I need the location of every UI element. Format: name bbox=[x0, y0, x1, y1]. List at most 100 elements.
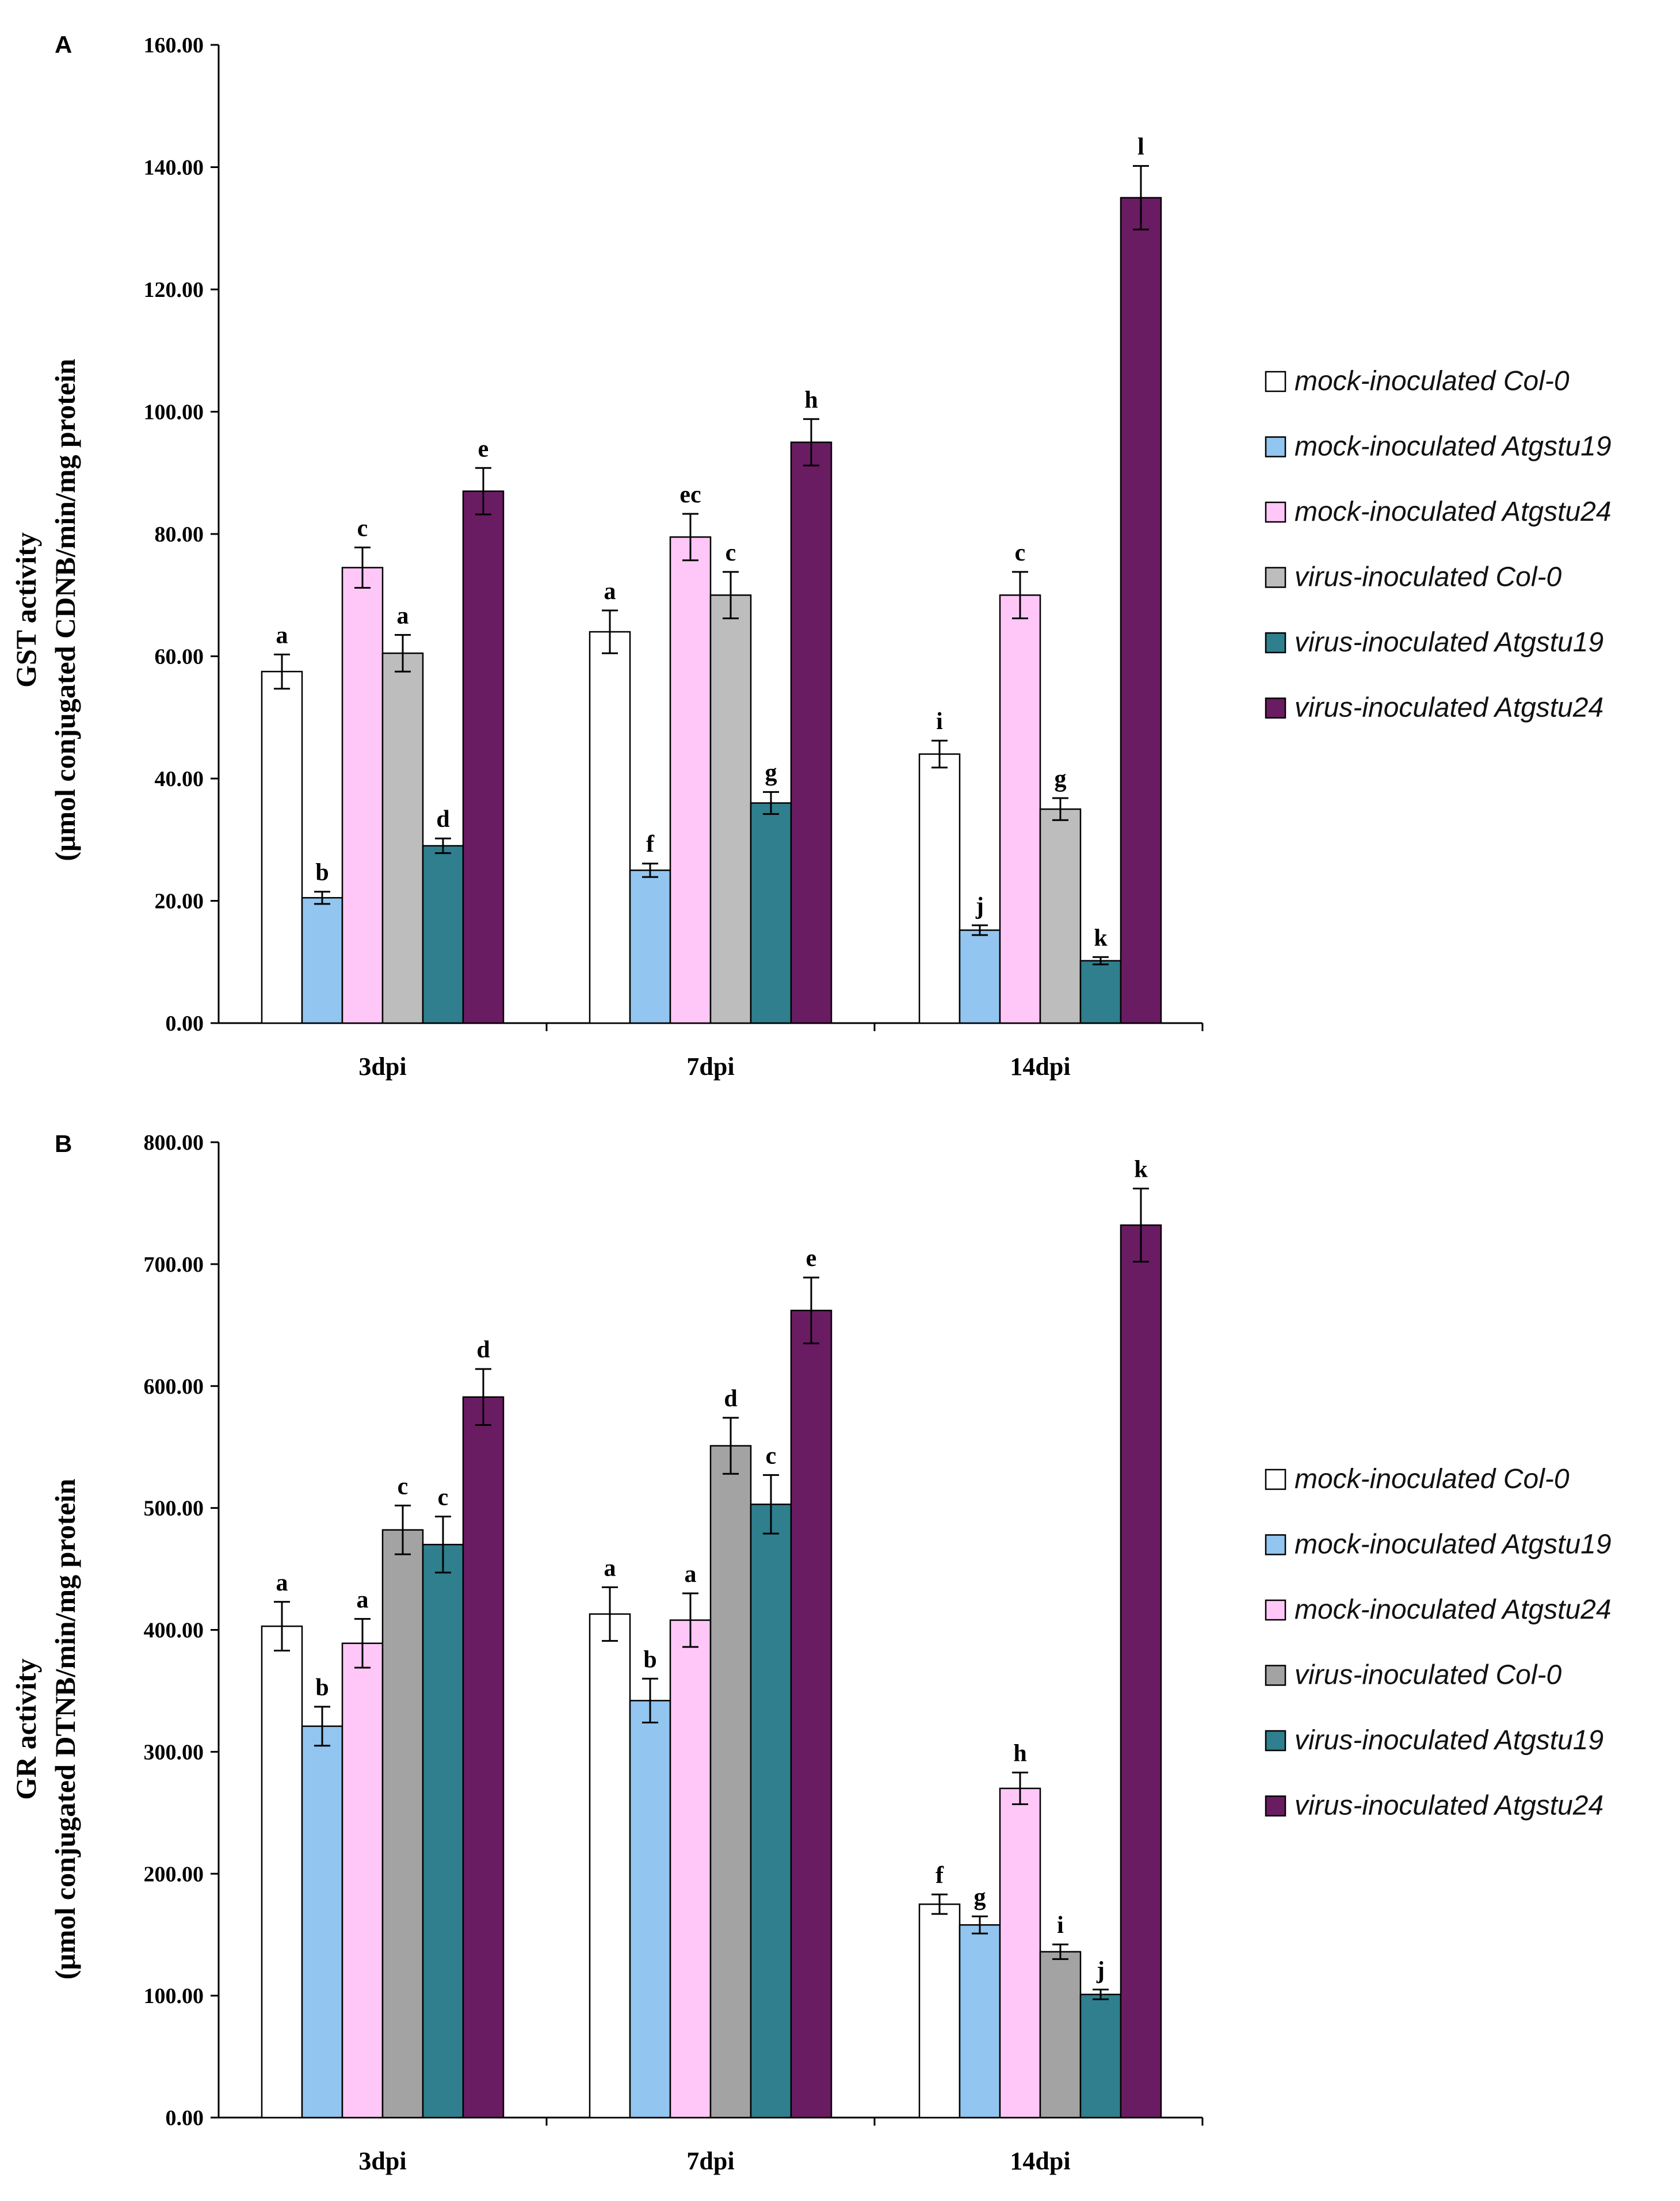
bar bbox=[381, 1529, 424, 2119]
significance-letter: b bbox=[315, 860, 329, 886]
y-tick-label: 80.00 bbox=[155, 522, 204, 547]
x-tick-label: 14dpi bbox=[1010, 1052, 1070, 1081]
significance-letter: h bbox=[1013, 1740, 1026, 1767]
bar bbox=[301, 1725, 343, 2119]
legend-label: mock-inoculated Col-0 bbox=[1295, 1464, 1570, 1494]
legend-swatch bbox=[1265, 1534, 1286, 1555]
bar bbox=[709, 594, 752, 1024]
x-tick-label: 3dpi bbox=[358, 2147, 406, 2175]
bar bbox=[669, 536, 712, 1024]
significance-letter: ec bbox=[679, 482, 701, 508]
bar bbox=[790, 441, 833, 1024]
y-axis-label: GST activity (μmol conjugated CDNB/min/mg… bbox=[10, 358, 81, 861]
significance-letter: d bbox=[436, 806, 449, 833]
bar bbox=[261, 670, 303, 1024]
bar bbox=[462, 1396, 505, 2119]
x-tick-label: 7dpi bbox=[686, 1052, 734, 1081]
y-tick-label: 60.00 bbox=[155, 645, 204, 669]
bar bbox=[422, 1543, 464, 2119]
bar bbox=[709, 1445, 752, 2119]
bar bbox=[959, 1924, 1001, 2119]
significance-letter: g bbox=[1055, 766, 1067, 792]
y-axis-label-line: (μmol conjugated DTNB/min/mg protein bbox=[49, 1479, 81, 1980]
legend-swatch bbox=[1265, 1730, 1286, 1752]
legend-label: virus-inoculated Col-0 bbox=[1295, 562, 1562, 593]
bar bbox=[790, 1310, 833, 2119]
bar bbox=[1079, 960, 1122, 1024]
legend-swatch bbox=[1265, 567, 1286, 588]
significance-letter: b bbox=[643, 1646, 656, 1673]
legend-label: mock-inoculated Col-0 bbox=[1295, 366, 1570, 396]
y-tick-label: 120.00 bbox=[144, 278, 204, 302]
bar bbox=[629, 1700, 671, 2119]
panel-letter: A bbox=[55, 31, 72, 58]
bar bbox=[750, 802, 792, 1024]
panel-a-chart: A 0.00 20.00 40.00 60.00 80.00 100.00 120.00 140… bbox=[10, 31, 1612, 1081]
significance-letter: j bbox=[975, 893, 984, 920]
legend-swatch bbox=[1265, 1665, 1286, 1686]
legend-label: mock-inoculated Atgstu24 bbox=[1295, 1595, 1612, 1625]
bar bbox=[959, 929, 1001, 1024]
legend-label: virus-inoculated Col-0 bbox=[1295, 1660, 1562, 1691]
y-axis-label-line: GST activity bbox=[10, 532, 42, 688]
significance-letter: f bbox=[936, 1862, 944, 1889]
significance-letter: c bbox=[357, 515, 368, 541]
legend-label: virus-inoculated Atgstu24 bbox=[1295, 693, 1603, 723]
bar bbox=[669, 1619, 712, 2119]
significance-letter: l bbox=[1137, 133, 1144, 160]
legend-swatch bbox=[1265, 501, 1286, 523]
y-axis-label: GR activity (μmol conjugated DTNB/min/mg … bbox=[10, 1479, 81, 1980]
legend-swatch bbox=[1265, 371, 1286, 392]
bar bbox=[1120, 197, 1162, 1024]
significance-letter: k bbox=[1094, 925, 1108, 951]
significance-letter: d bbox=[476, 1337, 490, 1363]
y-tick-label: 20.00 bbox=[155, 890, 204, 914]
legend-swatch bbox=[1265, 436, 1286, 457]
y-tick-label: 40.00 bbox=[155, 767, 204, 791]
bar bbox=[750, 1504, 792, 2119]
bar bbox=[1039, 808, 1082, 1024]
x-tick-label: 3dpi bbox=[358, 1052, 406, 1081]
bar bbox=[999, 1787, 1041, 2119]
significance-letter: f bbox=[646, 831, 655, 858]
y-axis-label-line: GR activity bbox=[10, 1658, 42, 1800]
bar bbox=[261, 1625, 303, 2119]
x-tick-label: 7dpi bbox=[686, 2147, 734, 2175]
x-tick-label: 14dpi bbox=[1010, 2147, 1070, 2175]
significance-letter: a bbox=[604, 578, 616, 605]
legend-label: mock-inoculated Atgstu19 bbox=[1295, 432, 1612, 462]
bar bbox=[918, 1903, 961, 2119]
legend-label: virus-inoculated Atgstu19 bbox=[1295, 1725, 1603, 1756]
significance-letter: b bbox=[315, 1674, 329, 1701]
significance-letter: e bbox=[478, 436, 489, 462]
legend-swatch bbox=[1265, 697, 1286, 719]
legend-label: virus-inoculated Atgstu24 bbox=[1295, 1791, 1603, 1821]
significance-letter: d bbox=[724, 1386, 737, 1412]
significance-letter: i bbox=[1057, 1912, 1064, 1939]
bar bbox=[629, 869, 671, 1024]
y-tick-label: 160.00 bbox=[144, 33, 204, 58]
y-tick-label: 800.00 bbox=[144, 1131, 204, 1155]
significance-letter: c bbox=[398, 1473, 408, 1500]
legend-swatch bbox=[1265, 1795, 1286, 1817]
legend-label: mock-inoculated Atgstu19 bbox=[1295, 1529, 1612, 1560]
bar bbox=[1079, 1993, 1122, 2119]
significance-letter: a bbox=[276, 1570, 288, 1596]
bar bbox=[918, 753, 961, 1024]
significance-letter: j bbox=[1096, 1958, 1105, 1984]
bar bbox=[1120, 1224, 1162, 2119]
panel-b-chart: B 0.00 100.00 200.00 300.00 400.00 500.00 600.0… bbox=[10, 1130, 1612, 2175]
legend-swatch bbox=[1265, 1599, 1286, 1621]
significance-letter: a bbox=[604, 1555, 616, 1581]
significance-letter: c bbox=[726, 540, 736, 566]
legend-label: virus-inoculated Atgstu19 bbox=[1295, 627, 1603, 658]
significance-letter: k bbox=[1134, 1157, 1148, 1183]
bar bbox=[341, 567, 384, 1024]
bar bbox=[462, 490, 505, 1024]
bar bbox=[341, 1642, 384, 2119]
significance-letter: g bbox=[765, 760, 777, 786]
bar bbox=[301, 897, 343, 1024]
legend-swatch bbox=[1265, 632, 1286, 654]
significance-letter: g bbox=[974, 1884, 986, 1910]
